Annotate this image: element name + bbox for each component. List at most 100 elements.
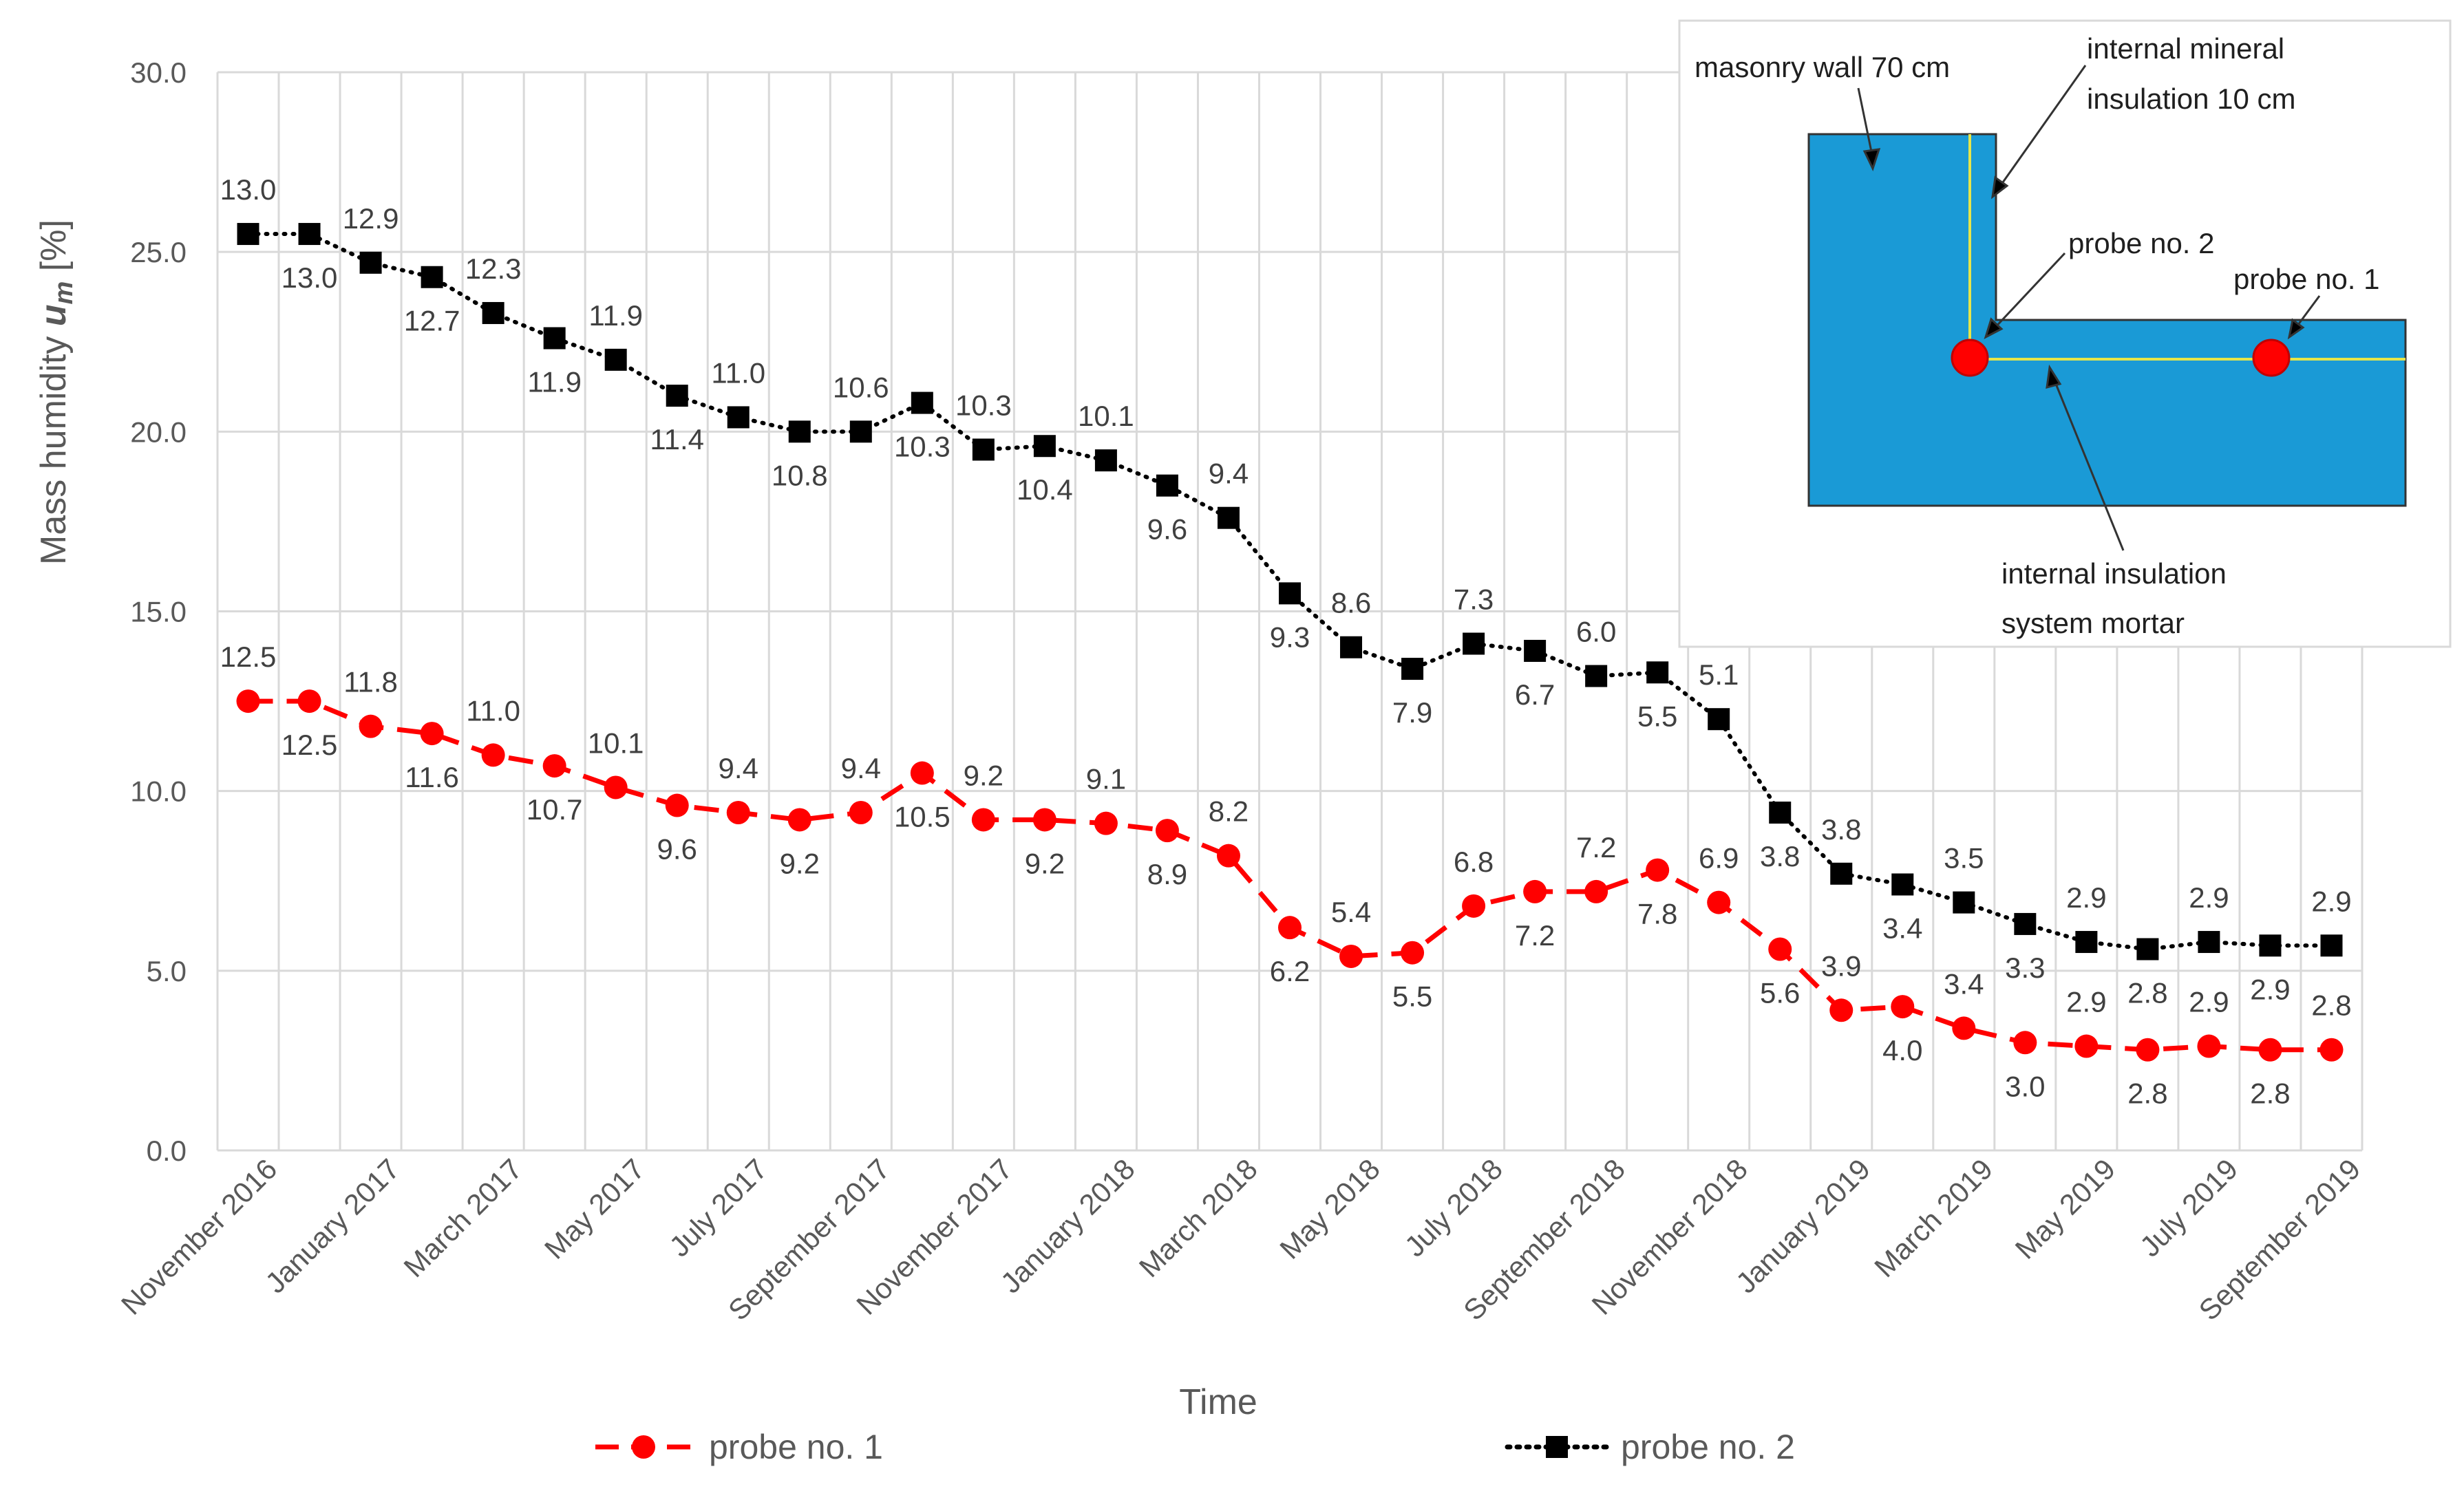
- data-label-probe-1: 2.8: [2250, 1077, 2290, 1110]
- data-point-probe-2: [1156, 474, 1178, 497]
- data-point-probe-2: [2075, 931, 2098, 954]
- legend-marker-probe-2: [1546, 1436, 1568, 1458]
- data-point-probe-1: [665, 793, 689, 817]
- data-point-probe-2: [1646, 661, 1669, 684]
- x-tick-label: May 2018: [1273, 1152, 1386, 1265]
- arrow-wall: [1857, 87, 1874, 159]
- data-label-probe-1: 12.5: [282, 729, 338, 761]
- data-point-probe-1: [1584, 879, 1608, 903]
- data-point-probe-1: [1952, 1016, 1976, 1040]
- data-point-probe-1: [359, 714, 383, 738]
- data-point-probe-1: [1462, 894, 1486, 918]
- data-point-probe-2: [421, 266, 443, 288]
- arrow-probe-2: [1991, 252, 2066, 332]
- data-label-probe-1: 9.2: [964, 759, 1003, 791]
- data-label-probe-1: 4.0: [1882, 1034, 1922, 1066]
- data-point-probe-1: [1278, 916, 1302, 940]
- data-label-probe-2: 3.3: [2005, 952, 2045, 984]
- y-tick-label: 30.0: [130, 56, 187, 89]
- data-label-probe-1: 10.5: [894, 801, 950, 833]
- data-label-probe-2: 6.0: [1576, 616, 1616, 648]
- data-point-probe-2: [972, 438, 995, 461]
- data-label-probe-2: 13.0: [220, 173, 277, 206]
- data-point-probe-1: [1155, 819, 1179, 843]
- y-tick-label: 15.0: [130, 596, 187, 628]
- data-point-probe-1: [726, 801, 750, 825]
- data-label-probe-1: 5.4: [1331, 896, 1371, 928]
- data-point-probe-1: [849, 801, 873, 825]
- arrow-probe-2-head: [1984, 317, 2004, 339]
- data-point-probe-1: [1707, 890, 1731, 914]
- data-point-probe-2: [1524, 639, 1547, 662]
- data-labels: 12.512.511.811.611.010.710.19.69.49.29.4…: [220, 173, 2352, 1110]
- data-point-probe-1: [2013, 1031, 2037, 1055]
- data-point-probe-1: [236, 689, 260, 714]
- data-label-probe-1: 3.4: [1944, 967, 1984, 1000]
- masonry-wall-shape: [1807, 133, 2407, 507]
- data-label-probe-2: 2.9: [2250, 973, 2290, 1005]
- data-label-probe-1: 2.8: [2311, 989, 2351, 1022]
- x-tick-label: July 2019: [2134, 1152, 2244, 1263]
- data-label-probe-2: 3.4: [1882, 912, 1922, 944]
- arrow-probe-1-head: [2287, 318, 2305, 340]
- data-label-probe-2: 3.5: [1944, 842, 1984, 875]
- y-axis-title: Mass humidity um [%]: [34, 219, 78, 565]
- data-point-probe-2: [1217, 506, 1240, 529]
- label-probe-2: probe no. 2: [2068, 227, 2215, 259]
- y-tick-label: 0.0: [147, 1135, 187, 1167]
- y-tick-label: 25.0: [130, 236, 187, 268]
- data-label-probe-1: 2.8: [2127, 1077, 2167, 1110]
- data-label-probe-1: 10.1: [588, 727, 644, 759]
- data-point-probe-2: [1033, 435, 1056, 458]
- label-insulation-line-2: insulation 10 cm: [2087, 83, 2296, 115]
- data-point-probe-1: [1829, 998, 1854, 1022]
- grid: [216, 71, 2364, 1152]
- data-point-probe-2: [1401, 658, 1424, 680]
- y-axis-title-subscript: m: [50, 281, 78, 305]
- data-point-probe-1: [910, 761, 934, 785]
- label-probe-1: probe no. 1: [2233, 263, 2380, 295]
- data-label-probe-2: 3.8: [1760, 840, 1800, 872]
- data-point-probe-1: [1032, 808, 1056, 832]
- data-label-probe-2: 12.3: [465, 253, 522, 285]
- data-point-probe-1: [1216, 844, 1240, 868]
- data-point-probe-2: [482, 301, 505, 324]
- arrow-mortar: [2052, 376, 2125, 551]
- data-point-probe-2: [2136, 938, 2159, 961]
- label-mortar-line-1: internal insulation: [2001, 557, 2227, 590]
- data-point-probe-1: [542, 754, 566, 778]
- arrow-wall-head: [1862, 148, 1881, 172]
- legend-entry-probe-1: probe no. 1: [595, 1428, 883, 1466]
- data-point-probe-1: [1646, 858, 1670, 882]
- x-tick-label: March 2018: [1133, 1152, 1264, 1283]
- data-point-probe-1: [297, 689, 321, 714]
- data-point-probe-2: [788, 420, 811, 443]
- data-label-probe-2: 13.0: [282, 261, 338, 294]
- data-label-probe-2: 10.4: [1017, 473, 1073, 506]
- data-point-probe-2: [543, 327, 566, 350]
- data-label-probe-2: 9.3: [1270, 621, 1310, 653]
- data-point-probe-2: [1340, 636, 1363, 658]
- y-tick-label: 20.0: [130, 416, 187, 448]
- data-point-probe-2: [1830, 862, 1853, 885]
- x-tick-label: March 2017: [397, 1152, 528, 1283]
- data-label-probe-2: 10.3: [894, 431, 950, 463]
- x-tick-label: July 2018: [1399, 1152, 1509, 1263]
- data-point-probe-2: [2259, 934, 2282, 957]
- data-label-probe-2: 2.8: [2127, 976, 2167, 1009]
- data-point-probe-2: [604, 348, 627, 371]
- data-label-probe-1: 7.2: [1515, 919, 1555, 952]
- x-tick-label: July 2017: [663, 1152, 773, 1263]
- data-label-probe-2: 6.7: [1515, 678, 1555, 711]
- data-label-probe-1: 7.8: [1637, 898, 1677, 930]
- data-label-probe-1: 8.2: [1209, 795, 1249, 828]
- series-line-probe-1: [248, 698, 2332, 1053]
- data-label-probe-1: 9.6: [657, 833, 697, 866]
- data-point-probe-1: [420, 722, 444, 746]
- data-point-probe-2: [2320, 934, 2343, 957]
- y-tick-label: 10.0: [130, 775, 187, 808]
- data-point-probe-2: [1094, 449, 1117, 472]
- data-label-probe-2: 7.9: [1392, 696, 1432, 729]
- data-label-probe-1: 3.0: [2005, 1070, 2045, 1102]
- data-label-probe-1: 3.9: [1821, 950, 1861, 982]
